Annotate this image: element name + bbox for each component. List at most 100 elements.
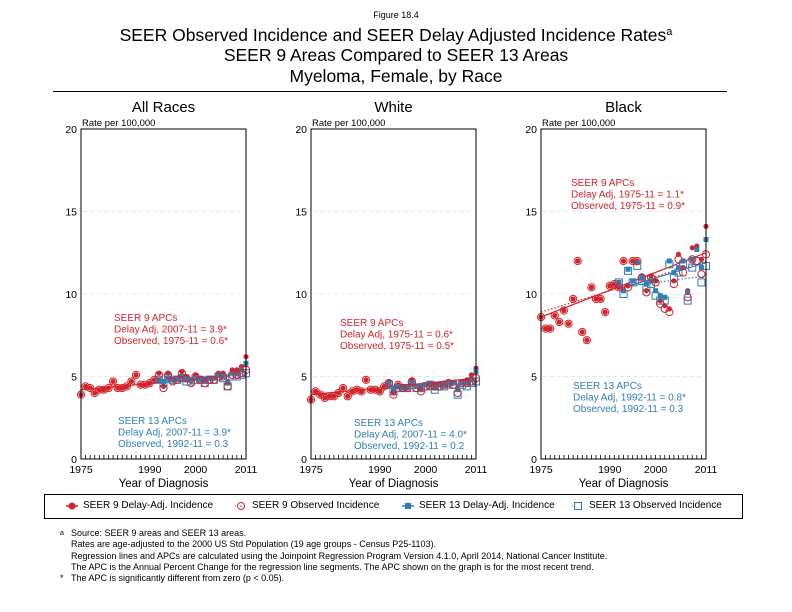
- apc-heading: SEER 9 APCs: [571, 178, 634, 189]
- x-tick-label: 2011: [695, 464, 718, 476]
- data-point-seer9-observed: [665, 308, 674, 317]
- data-point-seer9-observed: [131, 370, 141, 379]
- data-point-seer9-observed: [81, 382, 90, 391]
- legend-item-seer9-observed: SEER 9 Observed Incidence: [234, 500, 379, 511]
- data-point-seer13-observed: [637, 276, 646, 285]
- apc-heading: SEER 13 APCs: [354, 418, 423, 429]
- figure-label: Figure 18.4: [373, 10, 419, 20]
- data-point-seer13-delay: [436, 382, 442, 388]
- data-point-seer9-observed: [573, 256, 582, 266]
- data-point-seer9-observed: [99, 385, 109, 394]
- footnote: The APC is the Annual Percent Change for…: [60, 562, 607, 573]
- data-point-seer9-delay: [689, 245, 695, 251]
- data-point-seer13-delay: [450, 380, 456, 386]
- data-point-seer9-observed: [384, 379, 394, 388]
- y-tick-label: 0: [71, 454, 77, 466]
- data-point-seer13-delay: [170, 377, 176, 383]
- data-point-seer13-observed: [633, 261, 642, 270]
- footnote-text: The APC is the Annual Percent Change for…: [71, 561, 594, 572]
- open-square-blue-icon: [572, 501, 584, 510]
- data-point-seer13-observed: [417, 384, 425, 393]
- data-point-seer13-observed: [624, 266, 633, 275]
- y-tick-label: 15: [525, 207, 537, 219]
- footnote-text: The APC is significantly different from …: [71, 573, 285, 584]
- data-point-seer13-delay: [193, 375, 199, 381]
- data-point-seer13-delay: [395, 383, 401, 389]
- panel-title: All Races: [132, 99, 195, 116]
- apc-delay-adj: Delay Adj, 2007-11 = 3.9*: [114, 325, 227, 336]
- data-point-seer9-observed: [141, 380, 150, 389]
- data-point-seer9-delay: [620, 258, 627, 264]
- apc-heading: SEER 9 APCs: [114, 313, 177, 324]
- data-point-seer13-observed: [614, 278, 623, 287]
- data-point-seer13-observed: [619, 290, 628, 298]
- filled-square-blue-icon: [402, 502, 414, 509]
- data-point-seer13-observed: [651, 291, 660, 300]
- x-tick-label: 1990: [368, 464, 392, 476]
- data-point-seer13-delay: [676, 265, 681, 271]
- x-tick-label: 1975: [69, 464, 93, 476]
- data-point-seer13-observed: [394, 384, 403, 393]
- y-tick-label: 5: [531, 372, 537, 384]
- data-point-seer9-observed: [462, 379, 471, 388]
- apc-observed: Observed, 1975-11 = 0.9*: [571, 201, 685, 212]
- data-point-seer9-observed: [550, 311, 559, 320]
- title-divider: [53, 91, 727, 92]
- footnote: a Source: SEER 9 areas and SEER 13 areas.: [60, 528, 607, 539]
- data-point-seer9-observed: [136, 380, 145, 389]
- data-point-seer9-delay: [552, 312, 558, 319]
- data-point-seer9-observed: [642, 288, 651, 297]
- y-tick-label: 0: [531, 454, 537, 466]
- data-point-seer13-delay: [630, 278, 636, 284]
- data-point-seer13-observed: [159, 379, 168, 388]
- data-point-seer13-delay: [432, 385, 438, 391]
- x-tick-label: 1990: [138, 464, 162, 476]
- data-point-seer9-observed: [86, 383, 95, 393]
- data-point-seer13-delay: [156, 377, 162, 383]
- footnotes: a Source: SEER 9 areas and SEER 13 areas.…: [60, 528, 607, 584]
- data-point-seer9-observed: [95, 385, 104, 394]
- y-tick-label: 10: [525, 289, 537, 301]
- x-tick-label: 1975: [529, 464, 553, 476]
- data-point-seer13-observed: [656, 296, 665, 305]
- footnote: * The APC is significantly different from…: [60, 573, 607, 584]
- y-axis-label: Rate per 100,000: [542, 118, 615, 129]
- data-point-seer9-observed: [421, 382, 430, 391]
- data-point-seer13-delay: [441, 382, 447, 388]
- data-point-seer13-delay: [459, 380, 465, 386]
- data-point-seer9-observed: [177, 369, 186, 378]
- apc-heading: SEER 13 APCs: [573, 381, 642, 392]
- footnote: Regression lines and APCs are calculated…: [60, 551, 607, 562]
- data-point-seer13-delay: [161, 378, 166, 384]
- panel-title: Black: [605, 99, 642, 116]
- chart-panel-all-races: All Races Rate per 100,000 0 5 10 15 20 1975 199…: [65, 99, 257, 490]
- chart-panel-white: White Rate per 100,000 0 5 10 15 20 1975 1990 200…: [295, 99, 487, 490]
- data-point-seer9-observed: [389, 390, 398, 399]
- apc-delay-adj: Delay Adj, 1975-11 = 1.1*: [571, 190, 684, 201]
- apc-delay-adj: Delay Adj, 1975-11 = 0.6*: [340, 330, 453, 341]
- legend-item-seer13-observed: SEER 13 Observed Incidence: [571, 500, 722, 511]
- chart-subtitle-2: Myeloma, Female, by Race: [289, 66, 503, 86]
- data-point-seer9-observed: [439, 380, 449, 389]
- data-point-seer9-observed: [448, 380, 458, 389]
- data-point-seer9-observed: [633, 256, 642, 266]
- chart-panel-black: Black Rate per 100,000 0 5 10 15 20 1975 1990 200…: [525, 99, 717, 490]
- plot-frame: [540, 128, 707, 460]
- data-point-seer9-observed: [605, 281, 614, 290]
- x-tick-label: 2000: [184, 464, 208, 476]
- apc-heading: SEER 9 APCs: [340, 318, 403, 329]
- data-point-seer13-delay: [220, 374, 226, 379]
- data-point-seer13-delay: [174, 375, 180, 381]
- data-point-seer9-delay: [561, 307, 567, 314]
- data-point-seer9-observed: [320, 393, 329, 403]
- data-point-seer13-delay: [409, 380, 415, 386]
- data-point-seer9-observed: [407, 377, 416, 386]
- data-point-seer9-observed: [357, 387, 366, 396]
- trend-line: [540, 252, 707, 318]
- data-point-seer13-delay: [216, 372, 221, 378]
- data-point-seer9-observed: [416, 387, 426, 396]
- data-point-seer9-observed: [688, 255, 697, 264]
- x-axis-label: Year of Diagnosis: [579, 478, 669, 490]
- apc-heading: SEER 13 APCs: [118, 416, 187, 427]
